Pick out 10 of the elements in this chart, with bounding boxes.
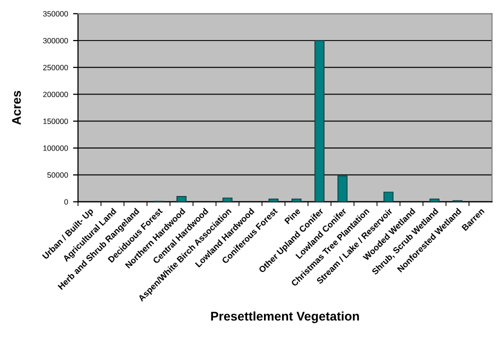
bar: [383, 192, 394, 202]
bar: [291, 198, 302, 202]
y-axis-title: Acres: [12, 90, 21, 125]
bar: [222, 198, 233, 202]
x-axis-title: Presettlement Vegetation: [211, 311, 359, 324]
bar: [337, 176, 348, 202]
bar: [429, 198, 440, 202]
bar: [268, 198, 279, 202]
bar: [176, 196, 187, 202]
bar: [314, 40, 325, 202]
